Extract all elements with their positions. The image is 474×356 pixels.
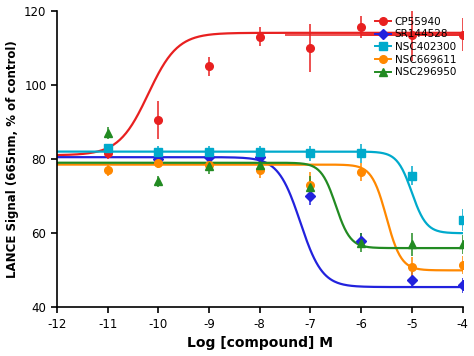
Y-axis label: LANCE Signal (665nm, % of control): LANCE Signal (665nm, % of control) (6, 40, 18, 278)
X-axis label: Log [compound] M: Log [compound] M (187, 336, 333, 350)
Legend: CP55940, SR144528, NSC402300, NSC669611, NSC296950: CP55940, SR144528, NSC402300, NSC669611,… (371, 13, 460, 82)
